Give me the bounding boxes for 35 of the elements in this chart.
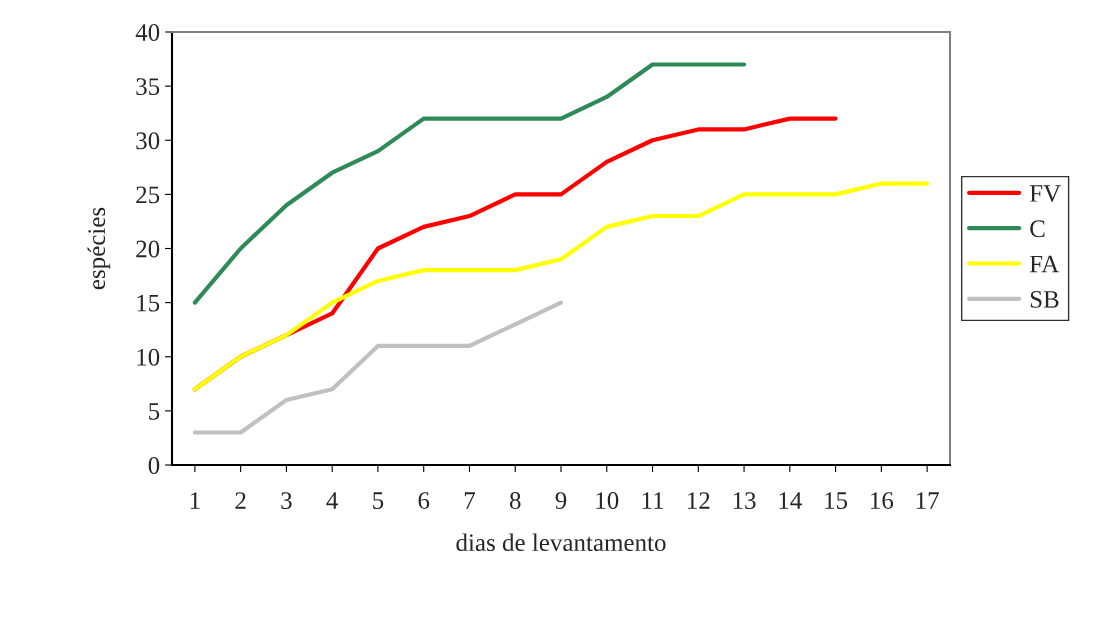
x-tick-label: 11: [642, 492, 664, 509]
legend-label: FV: [1029, 185, 1061, 202]
x-tick-label: 16: [871, 492, 894, 509]
y-axis-title: espécies: [87, 207, 111, 290]
x-axis-title: dias de levantamento: [456, 533, 666, 552]
legend-label: FA: [1029, 255, 1060, 273]
x-tick-label: 2: [235, 492, 246, 509]
legend-label: SB: [1030, 291, 1059, 308]
y-tick-label: 15: [137, 294, 160, 312]
x-tick-label: 1: [190, 492, 200, 509]
x-tick-label: 17: [916, 492, 939, 509]
y-tick-label: 20: [136, 240, 160, 258]
x-tick-label: 12: [687, 492, 710, 509]
legend-label: C: [1030, 220, 1045, 238]
y-tick-label: 40: [135, 24, 160, 41]
y-tick-label: 25: [136, 186, 160, 204]
y-tick-label: 0: [148, 457, 160, 474]
x-tick-label: 5: [373, 492, 384, 509]
x-tick-label: 6: [418, 492, 430, 509]
x-tick-label: 9: [555, 492, 567, 509]
x-tick-label: 15: [825, 492, 848, 509]
line-series: [192, 62, 747, 305]
x-tick-label: 3: [281, 492, 292, 509]
y-tick-label: 35: [136, 78, 160, 96]
x-tick-label: 8: [509, 492, 521, 509]
y-tick-label: 10: [137, 348, 160, 366]
line-series: [192, 181, 930, 392]
x-tick-label: 13: [733, 492, 756, 509]
x-tick-label: 4: [326, 492, 339, 509]
y-tick-label: 30: [136, 132, 160, 150]
x-tick-label: 14: [779, 492, 802, 509]
line-series: [192, 300, 564, 435]
x-tick-label: 10: [596, 492, 619, 509]
x-tick-label: 7: [464, 492, 475, 509]
y-tick-label: 5: [149, 403, 160, 420]
